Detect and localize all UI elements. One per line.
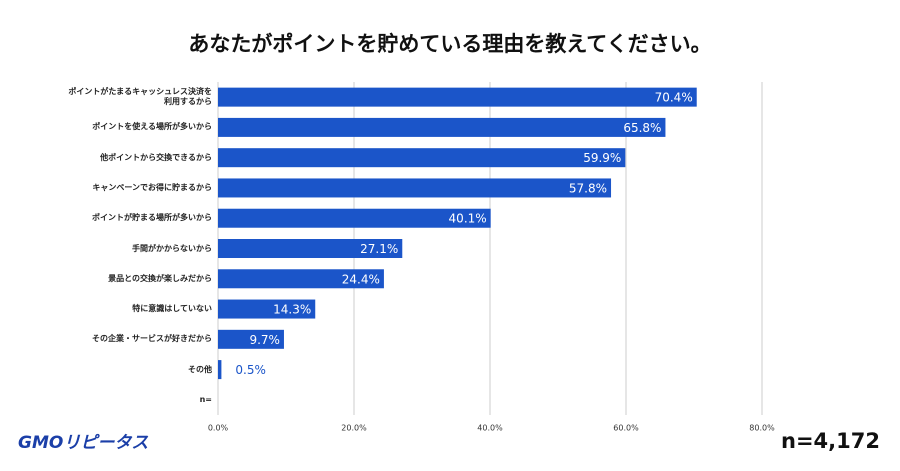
value-label: 0.5%	[235, 363, 266, 377]
x-tick-label: 80.0%	[749, 424, 775, 433]
y-tick-label: その他	[188, 364, 212, 374]
bar	[218, 360, 222, 380]
y-tick-label: n=	[199, 394, 212, 404]
x-tick-label: 60.0%	[613, 424, 639, 433]
bar	[218, 117, 666, 137]
y-tick-label: 景品との交換が楽しみだから	[108, 273, 212, 283]
y-tick-label: 特に意識はしていない	[132, 304, 212, 314]
sample-size: n=4,172	[781, 429, 880, 453]
logo: GMOリピータス	[18, 433, 148, 453]
value-label: 27.1%	[360, 242, 398, 256]
bar	[218, 148, 626, 168]
bar	[218, 87, 697, 107]
value-label: 24.4%	[342, 272, 380, 286]
chart-title: あなたがポイントを貯めている理由を教えてください。	[188, 32, 711, 56]
value-label: 40.1%	[449, 212, 487, 226]
value-label: 57.8%	[569, 181, 607, 195]
y-tick-label: ポイントが貯まる場所が多いから	[92, 213, 212, 223]
value-label: 14.3%	[273, 303, 311, 317]
value-label: 65.8%	[623, 121, 661, 135]
y-tick-label: 他ポイントから交換できるから	[100, 152, 212, 162]
y-tick-label: 手間がかからないから	[132, 243, 212, 253]
value-label: 70.4%	[655, 91, 693, 105]
bar	[218, 239, 403, 258]
bar	[218, 178, 612, 198]
x-tick-label: 20.0%	[341, 424, 367, 433]
y-tick-label: ポイントを使える場所が多いから	[92, 122, 212, 132]
x-tick-label: 40.0%	[477, 424, 503, 433]
bar	[218, 329, 284, 349]
bar	[218, 208, 491, 228]
bar	[218, 299, 316, 319]
y-tick-label: その企業・サービスが好きだから	[92, 334, 212, 344]
x-tick-label: 0.0%	[208, 424, 229, 433]
value-label: 59.9%	[583, 151, 621, 165]
bar	[218, 269, 384, 289]
y-tick-label: キャンペーンでお得に貯まるから	[92, 182, 212, 192]
value-label: 9.7%	[249, 333, 280, 347]
y-tick-label: ポイントがたまるキャッシュレス決済を利用するから	[68, 87, 212, 107]
